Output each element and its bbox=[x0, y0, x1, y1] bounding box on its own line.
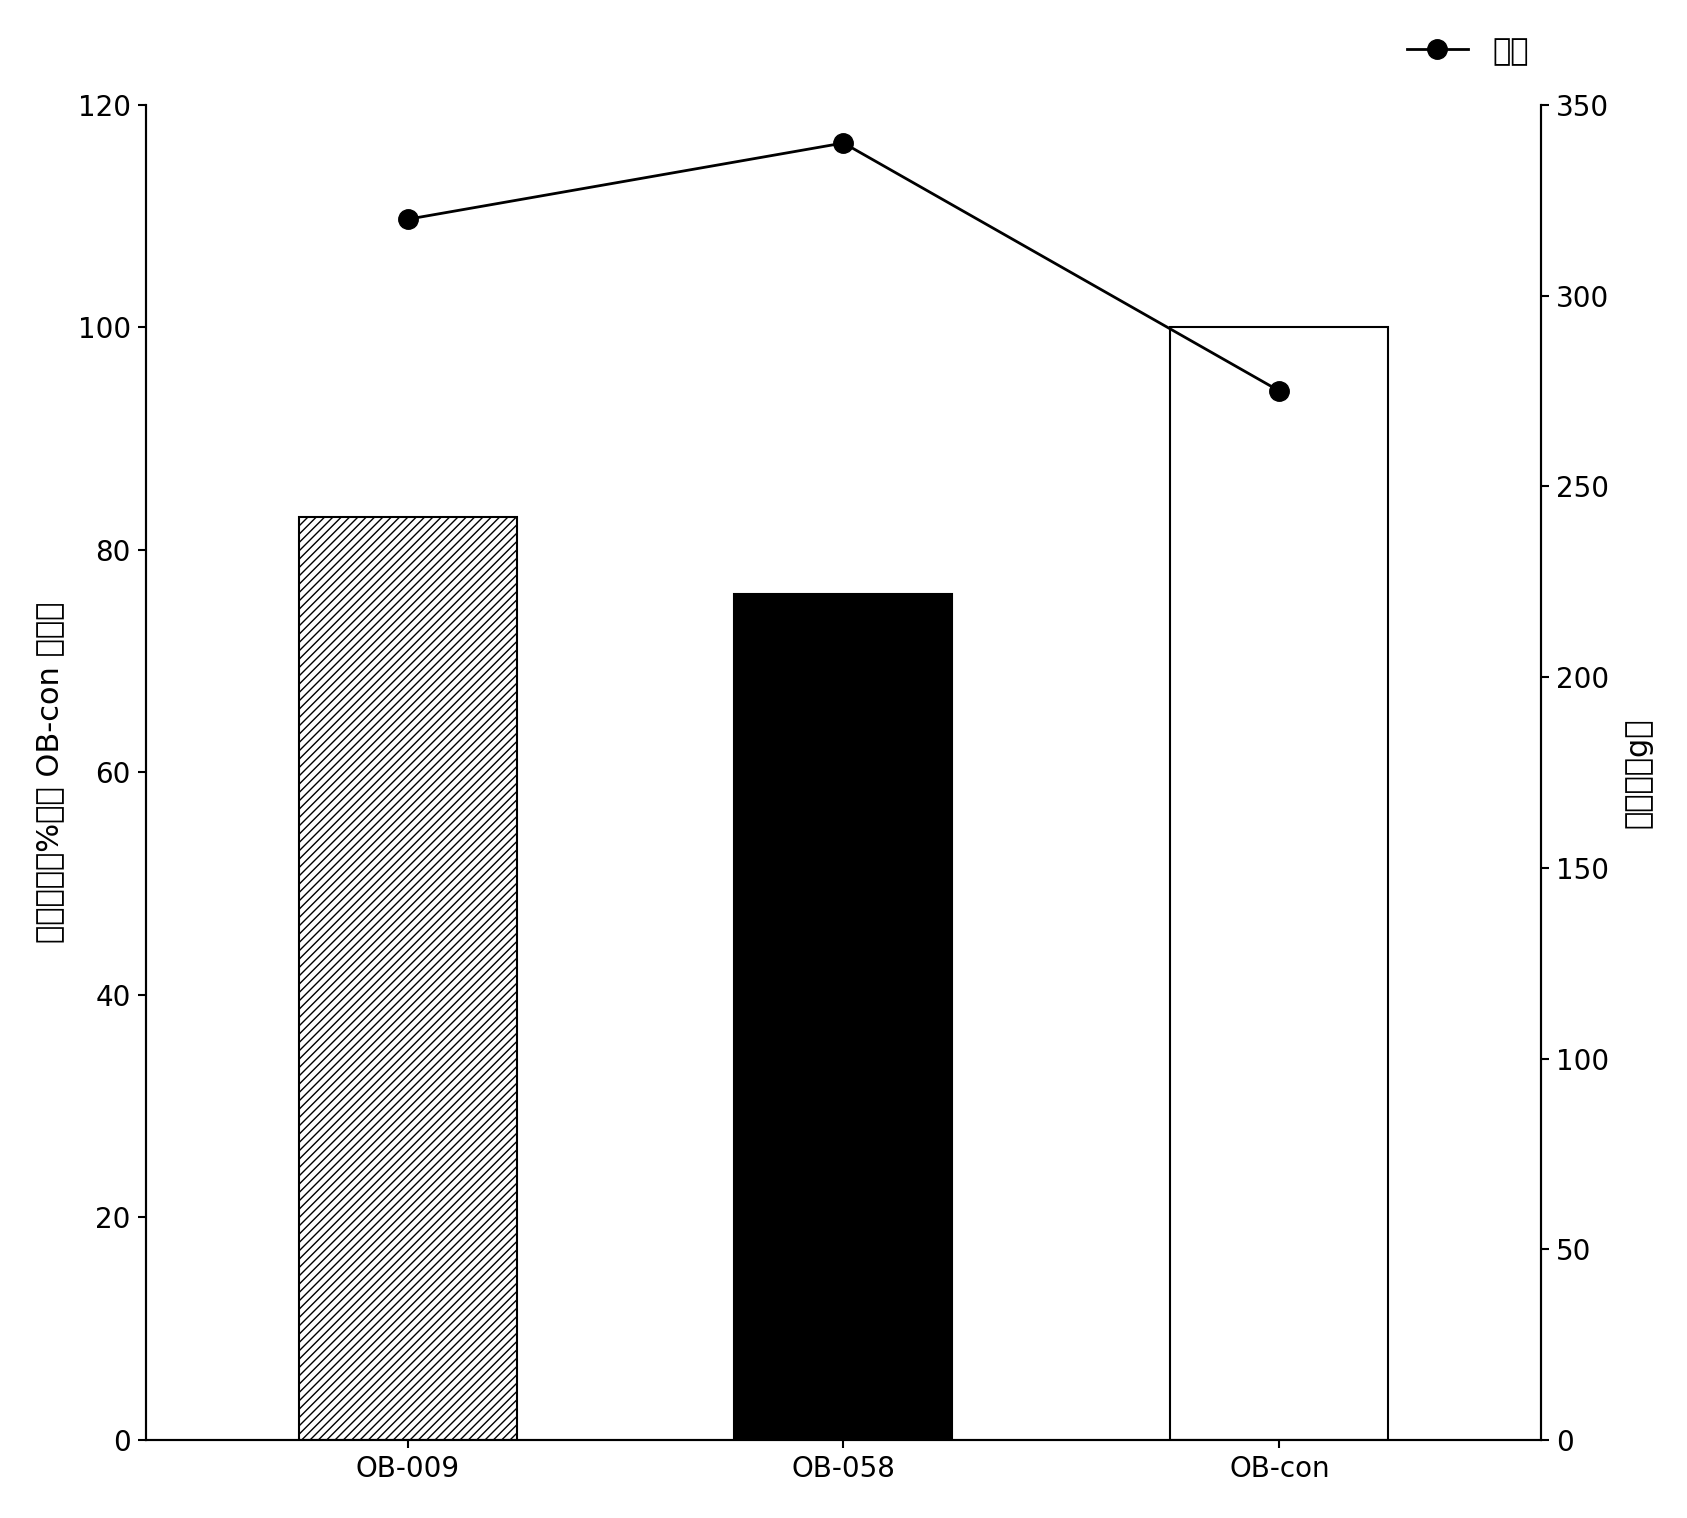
Bar bbox=[1171, 328, 1388, 1441]
Bar bbox=[734, 595, 953, 1441]
Bar bbox=[299, 516, 516, 1441]
Legend: 饥料: 饥料 bbox=[1395, 24, 1540, 79]
Y-axis label: 饥料量（g）: 饥料量（g） bbox=[1623, 716, 1652, 827]
Y-axis label: 代谢效率（%，由 OB-con 调整）: 代谢效率（%，由 OB-con 调整） bbox=[35, 601, 64, 943]
